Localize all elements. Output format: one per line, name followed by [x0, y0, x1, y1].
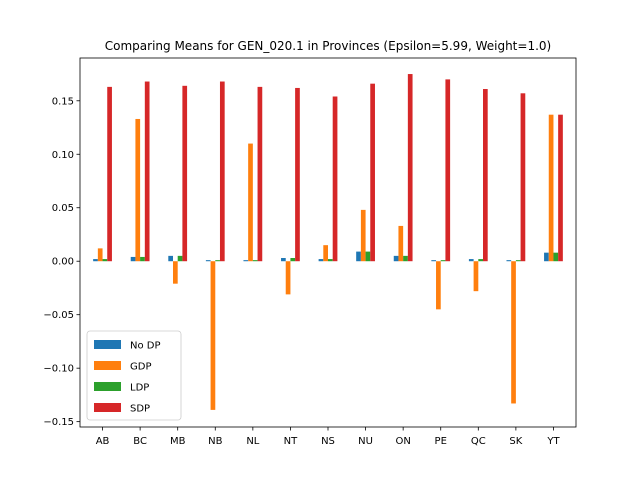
- bar-gdp-bc: [135, 118, 141, 262]
- y-tick-label: 0.10: [52, 150, 74, 161]
- bar-ldp-ns: [328, 259, 333, 262]
- bar-no-dp-pe: [431, 260, 437, 262]
- legend-swatch-sdp: [94, 403, 121, 412]
- legend-label-ldp: LDP: [130, 383, 149, 394]
- y-tick-label: 0.15: [52, 96, 74, 107]
- x-tick-label-nu: NU: [358, 436, 373, 447]
- bar-ldp-pe: [440, 260, 446, 262]
- y-tick-label: 0.00: [52, 257, 74, 268]
- bar-gdp-ns: [323, 245, 328, 262]
- bar-gdp-qc: [473, 261, 479, 292]
- bar-gdp-nu: [360, 209, 366, 262]
- bar-gdp-nl: [248, 143, 253, 262]
- y-tick-label: 0.05: [52, 203, 74, 214]
- x-tick-label-qc: QC: [471, 436, 486, 447]
- bar-sdp-nb: [219, 81, 225, 262]
- bar-ldp-sk: [515, 260, 521, 262]
- bar-ldp-nu: [365, 251, 371, 262]
- bar-gdp-nb: [210, 261, 216, 410]
- bar-no-dp-mb: [168, 255, 173, 262]
- x-tick-label-pe: PE: [435, 436, 447, 447]
- x-tick-label-nt: NT: [284, 436, 298, 447]
- bar-gdp-pe: [436, 261, 441, 310]
- bar-no-dp-yt: [544, 252, 549, 262]
- legend-label-gdp: GDP: [130, 362, 151, 373]
- bar-sdp-on: [407, 74, 413, 262]
- x-tick-label-sk: SK: [509, 436, 522, 447]
- x-tick-label-mb: MB: [170, 436, 186, 447]
- y-tick-label: −0.05: [43, 310, 74, 321]
- bar-no-dp-on: [393, 255, 399, 262]
- x-tick-label-ns: NS: [321, 436, 335, 447]
- y-tick-label: −0.10: [43, 364, 74, 375]
- bar-no-dp-nl: [243, 260, 249, 262]
- chart-title: Comparing Means for GEN_020.1 in Provinc…: [105, 39, 551, 53]
- bar-sdp-sk: [520, 93, 526, 262]
- bar-no-dp-sk: [506, 260, 512, 262]
- bar-no-dp-bc: [130, 256, 136, 262]
- legend-label-no-dp: No DP: [130, 341, 161, 352]
- bar-sdp-nu: [370, 83, 375, 262]
- bar-no-dp-ab: [93, 259, 98, 262]
- bar-no-dp-qc: [468, 259, 474, 262]
- bar-ldp-qc: [478, 259, 483, 262]
- legend-swatch-no-dp: [94, 340, 121, 349]
- x-tick-label-ab: AB: [96, 436, 110, 447]
- x-tick-label-bc: BC: [133, 436, 147, 447]
- bar-ldp-nt: [290, 258, 296, 262]
- bar-ldp-bc: [140, 256, 145, 262]
- bar-sdp-ab: [107, 86, 112, 262]
- bar-ldp-on: [403, 255, 408, 262]
- bar-sdp-nl: [257, 86, 263, 262]
- bar-ldp-nl: [252, 260, 258, 262]
- bar-gdp-sk: [511, 261, 516, 404]
- bar-no-dp-nt: [281, 258, 286, 262]
- bar-sdp-qc: [483, 89, 488, 262]
- legend-label-sdp: SDP: [130, 404, 150, 415]
- bar-gdp-ab: [97, 248, 103, 262]
- bar-no-dp-ns: [318, 259, 324, 262]
- bar-no-dp-nb: [205, 260, 211, 262]
- legend-box: [86, 330, 182, 421]
- bar-ldp-ab: [102, 259, 108, 262]
- legend-swatch-ldp: [94, 382, 121, 391]
- bar-ldp-yt: [553, 252, 559, 262]
- bar-sdp-ns: [332, 96, 338, 262]
- x-tick-label-on: ON: [395, 436, 410, 447]
- x-tick-label-nb: NB: [208, 436, 222, 447]
- y-tick-label: −0.15: [43, 417, 74, 428]
- bar-ldp-nb: [215, 260, 220, 262]
- bar-gdp-on: [398, 225, 404, 262]
- x-tick-label-yt: YT: [546, 436, 560, 447]
- legend-swatch-gdp: [94, 361, 121, 370]
- x-tick-label-nl: NL: [246, 436, 259, 447]
- bar-gdp-mb: [173, 261, 178, 284]
- plot-area: −0.15 −0.10 −0.05 0.00 0.05 0.10 0.15 AB BC MB NB N…: [43, 57, 577, 447]
- bar-gdp-yt: [548, 114, 554, 262]
- bar-sdp-yt: [558, 114, 563, 262]
- bar-sdp-nt: [295, 87, 300, 262]
- bar-sdp-pe: [445, 79, 451, 262]
- bar-sdp-bc: [144, 81, 150, 262]
- bar-no-dp-nu: [356, 251, 361, 262]
- bar-gdp-nt: [285, 261, 291, 295]
- bar-ldp-mb: [177, 255, 183, 262]
- bar-sdp-mb: [182, 85, 188, 262]
